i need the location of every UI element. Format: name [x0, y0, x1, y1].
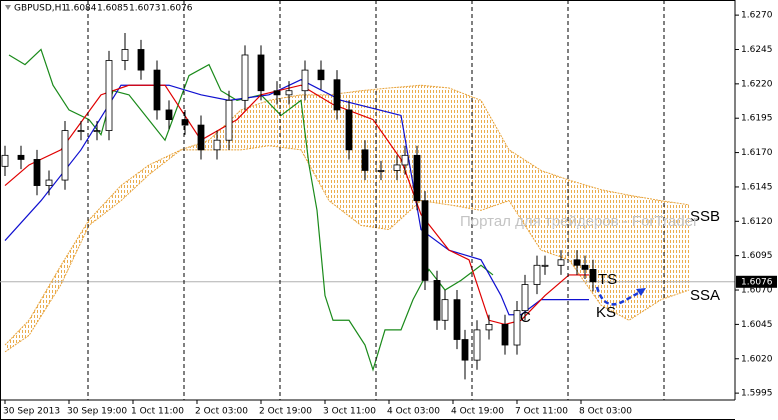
y-tick-label: 1.6020: [741, 354, 773, 364]
candle-body: [137, 49, 145, 71]
candle-body: [453, 299, 461, 340]
indicator-line: [4, 84, 690, 346]
candle-body: [197, 124, 205, 151]
candle-body: [285, 90, 293, 96]
current-price-box: [736, 275, 777, 288]
line-label: SSA: [690, 287, 720, 304]
candle-body: [225, 99, 233, 141]
candle-body: [333, 79, 341, 111]
x-tick-label: 30 Sep 19:00: [67, 407, 127, 417]
x-tick-label: 2 Oct 03:00: [195, 407, 248, 417]
indicator-line: [8, 48, 494, 372]
candle-body: [441, 299, 449, 321]
current-price-label: 1.6076: [741, 277, 773, 287]
axes: 1.6270 1.6245 1.6220 1.6195 1.6170 1.6145 1.61…: [3, 11, 777, 417]
plot-area: SSA SSB C KS TS: [0, 32, 735, 380]
y-tick-label: 1.6095: [741, 251, 773, 261]
candle-body: [273, 90, 281, 96]
candle-body: [257, 54, 265, 92]
candle-body: [401, 154, 409, 166]
indicator-line: [4, 145, 690, 353]
candle-body: [33, 159, 41, 186]
candle-body: [45, 179, 53, 186]
line-label: KS: [596, 304, 616, 321]
line-label: TS: [598, 271, 617, 288]
x-tick-label: 7 Oct 11:00: [515, 407, 568, 417]
x-tick-label: 30 Sep 2013: [3, 407, 60, 417]
y-tick-label: 1.6220: [741, 79, 773, 89]
watermark: Портал для трейдеров - ForTrader: [460, 213, 698, 230]
x-tick-label: 8 Oct 03:00: [579, 407, 632, 417]
y-tick-label: 1.5995: [741, 389, 773, 399]
candle-body: [573, 259, 581, 266]
candle-body: [61, 130, 69, 181]
candle-body: [541, 264, 549, 267]
candle-body: [501, 323, 509, 346]
candle-body: [77, 130, 85, 132]
header-open: 1.6084: [65, 4, 97, 14]
x-tick-label: 1 Oct 11:00: [131, 407, 184, 417]
header-close: 1.6076: [161, 4, 193, 14]
header-high: 1.6085: [97, 4, 129, 14]
header-low: 1.6073: [129, 4, 161, 14]
candle-body: [461, 339, 469, 361]
candle-body: [485, 323, 493, 331]
candle-body: [301, 69, 309, 92]
candle-body: [393, 164, 401, 171]
candle-body: [377, 170, 385, 172]
header-icon: [5, 5, 11, 10]
candle-body: [581, 264, 589, 270]
candle-body: [421, 200, 429, 281]
candle-body: [533, 264, 541, 285]
symbol: GBPUSD,H1: [14, 4, 67, 14]
candle-body: [589, 269, 597, 283]
y-tick-label: 1.6045: [741, 320, 773, 330]
price-axis-panel: [735, 0, 778, 420]
candle-body: [241, 54, 249, 101]
x-tick-label: 4 Oct 19:00: [451, 407, 504, 417]
x-tick-label: 4 Oct 03:00: [387, 407, 440, 417]
candle-body: [433, 280, 441, 321]
candle-body: [521, 284, 529, 312]
candle-body: [513, 310, 521, 346]
forecast-arrow: [595, 286, 641, 306]
candle-body: [1, 154, 9, 167]
y-tick-label: 1.6170: [741, 148, 773, 158]
y-tick-label: 1.6245: [741, 45, 773, 55]
arrow-head: [636, 288, 646, 296]
line-label: C: [520, 309, 531, 326]
candle-body: [213, 139, 221, 151]
candle-body: [317, 69, 325, 81]
candle-body: [17, 154, 25, 160]
line-label: SSB: [690, 208, 720, 225]
candle-body: [121, 49, 129, 61]
candle-body: [153, 69, 161, 111]
candle-body: [361, 149, 369, 171]
candle-body: [105, 60, 113, 131]
candle-body: [413, 154, 421, 202]
candle-body: [181, 119, 189, 126]
candle-body: [345, 109, 353, 151]
candle-body: [473, 329, 481, 361]
y-tick-label: 1.6270: [741, 11, 773, 21]
x-tick-label: 3 Oct 11:00: [323, 407, 376, 417]
candle-body: [557, 259, 565, 266]
y-tick-label: 1.6145: [741, 182, 773, 192]
y-tick-label: 1.6195: [741, 114, 773, 124]
y-tick-label: 1.6120: [741, 217, 773, 227]
x-tick-label: 2 Oct 19:00: [259, 407, 312, 417]
indicator-line: [4, 84, 589, 326]
candle-body: [93, 130, 101, 132]
y-tick-label: 1.6070: [741, 286, 773, 296]
candle-body: [165, 109, 173, 120]
